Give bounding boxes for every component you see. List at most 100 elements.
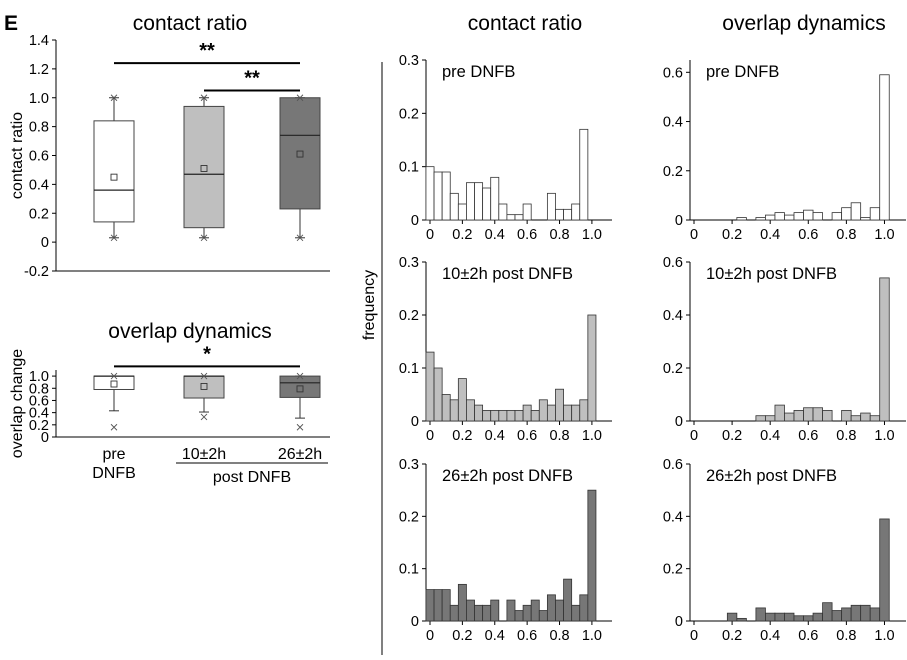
x-tick-label: 0.8 <box>836 227 856 243</box>
y-tick-label: 0 <box>675 614 683 630</box>
x-tick-label: 1.0 <box>874 227 894 243</box>
box_overlap: overlap dynamics overlap change 00.20.40.6… <box>9 320 330 486</box>
panel-label: pre DNFB <box>442 63 515 81</box>
panel-label: pre DNFB <box>706 63 779 81</box>
histogram-bar <box>579 594 589 622</box>
y-tick-label: 0.3 <box>399 53 419 69</box>
x-tick-label: 0.8 <box>549 428 569 444</box>
histogram-bar <box>784 412 795 422</box>
histogram-bar <box>538 399 548 422</box>
histogram-bar <box>774 212 785 221</box>
histogram-bar <box>457 203 467 221</box>
chart-title: overlap dynamics <box>108 320 271 343</box>
histogram-bar <box>490 176 500 221</box>
histogram-bar <box>869 207 881 221</box>
histogram-bar <box>506 214 516 221</box>
y-tick-label: 0.2 <box>399 308 419 324</box>
histogram-bar <box>449 192 459 221</box>
frequency-axis-label: frequency <box>361 270 378 340</box>
histogram-bar <box>571 604 581 622</box>
histogram-bar <box>441 589 451 622</box>
x-tick-label: 1.0 <box>874 428 894 444</box>
extreme-marker <box>110 234 118 242</box>
y-tick-label: 0.4 <box>29 177 49 193</box>
extreme-marker <box>296 423 304 431</box>
histogram-bar <box>425 351 435 422</box>
y-tick-label: 1.4 <box>29 33 49 49</box>
x-tick-label: 0.2 <box>452 428 472 444</box>
y-tick-label: 0.3 <box>399 457 419 473</box>
histogram-bar <box>555 388 564 422</box>
y-tick-label: 0.1 <box>399 160 419 176</box>
histogram-bar <box>879 277 890 422</box>
box-2 <box>279 94 321 242</box>
histogram-bar <box>860 412 871 422</box>
group-label: 26±2h <box>278 446 322 463</box>
histogram-bar <box>793 212 804 221</box>
y-tick-label: 1.0 <box>29 91 49 107</box>
histogram-bar <box>425 589 435 622</box>
x-tick-label: 0.2 <box>722 227 742 243</box>
x-tick-label: 0 <box>690 628 698 644</box>
box-iqr <box>183 105 225 229</box>
x-tick-label: 0.6 <box>517 227 537 243</box>
y-tick-label: 0.3 <box>399 255 419 271</box>
histogram-bar <box>482 409 492 422</box>
histogram-bar <box>555 599 564 622</box>
hist_contact_pre: contact ratio pre DNFB 0 0.1 0.2 0.3 0 0.2 0.4 0.… <box>399 12 612 243</box>
chart-title: contact ratio <box>133 12 247 35</box>
x-tick-label: 0 <box>426 227 434 243</box>
histogram-bar <box>822 409 833 422</box>
histogram-bar <box>490 409 500 422</box>
y-tick-label: 0.2 <box>663 562 683 578</box>
extreme-marker <box>200 234 208 242</box>
histogram-bar <box>490 599 500 622</box>
histogram-bar <box>765 214 776 221</box>
histogram-bar <box>784 612 795 622</box>
histogram-bar <box>506 599 516 622</box>
plots: contact ratio contact ratio -0.2 0 0.2 0.4 0.6… <box>9 12 906 644</box>
hist_contact_26: 26±2h post DNFB 0 0.1 0.2 0.3 0 0.2 0.4 0.6 0.8 1.… <box>399 457 612 644</box>
y-tick-label: 0.2 <box>399 106 419 122</box>
histogram-bar <box>803 407 814 422</box>
y-tick-label: 0.2 <box>663 361 683 377</box>
extreme-marker <box>200 413 208 421</box>
mean-marker <box>296 150 304 158</box>
box-iqr <box>93 375 135 390</box>
y-axis-label: contact ratio <box>9 112 26 199</box>
group-caption: post DNFB <box>213 469 291 486</box>
box_contact: contact ratio contact ratio -0.2 0 0.2 0.4 0.6… <box>9 12 330 280</box>
histogram-bar <box>555 208 564 221</box>
x-tick-label: 0.4 <box>485 428 505 444</box>
x-tick-label: 0 <box>426 428 434 444</box>
y-tick-label: 0.6 <box>663 65 683 81</box>
histogram-bar <box>522 203 532 221</box>
box-iqr <box>183 375 225 399</box>
histogram-bar <box>850 415 862 422</box>
x-tick-label: 0.2 <box>452 628 472 644</box>
histogram-bar <box>879 518 890 622</box>
y-tick-label: 0.8 <box>29 381 49 397</box>
y-tick-label: 0.6 <box>29 149 49 165</box>
x-tick-label: 0.4 <box>485 628 505 644</box>
group-label: 10±2h <box>182 446 226 463</box>
histogram-bar <box>879 74 890 221</box>
box-iqr <box>93 120 135 223</box>
mean-marker <box>200 165 208 172</box>
histogram-bar <box>514 610 524 622</box>
histogram-bar <box>850 202 862 221</box>
histogram-bar <box>571 203 581 221</box>
histogram-bar <box>793 615 804 622</box>
hist_overlap_26: 26±2h post DNFB 0 0.2 0.4 0.6 0 0.2 0.4 0.6 0.8 1.… <box>663 457 906 644</box>
histogram-bar <box>803 209 814 221</box>
histogram-bar <box>860 604 871 622</box>
histogram-bar <box>538 610 548 622</box>
histogram-bar <box>514 409 524 422</box>
y-tick-label: 0 <box>411 213 419 229</box>
x-tick-label: 0 <box>690 428 698 444</box>
x-tick-label: 0.6 <box>798 428 818 444</box>
y-tick-label: -0.2 <box>24 264 49 280</box>
histogram-bar <box>579 399 589 422</box>
histogram-bar <box>841 409 852 422</box>
histogram-bar <box>793 409 804 422</box>
